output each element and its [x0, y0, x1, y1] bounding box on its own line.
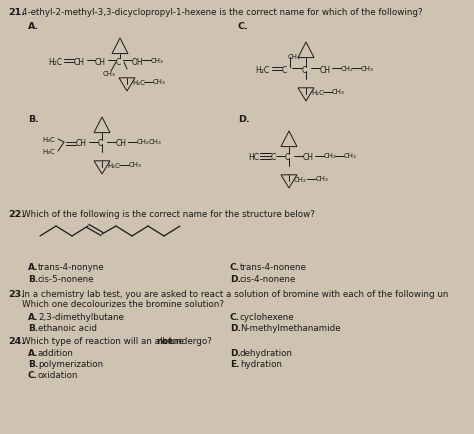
Text: polymerization: polymerization: [38, 359, 103, 368]
Text: H₃C: H₃C: [42, 137, 55, 143]
Text: A.: A.: [28, 22, 39, 31]
Text: A.: A.: [28, 312, 38, 321]
Text: H₂C: H₂C: [132, 80, 145, 86]
Text: H₂C: H₂C: [311, 90, 324, 96]
Text: cis-4-nonene: cis-4-nonene: [240, 274, 296, 283]
Text: CH₂: CH₂: [341, 66, 354, 72]
Text: 24.: 24.: [8, 336, 25, 345]
Text: C: C: [285, 153, 290, 161]
Text: HC: HC: [248, 153, 259, 161]
Text: 23.: 23.: [8, 289, 25, 298]
Text: Which type of reaction will an alkene: Which type of reaction will an alkene: [22, 336, 186, 345]
Text: H₃C: H₃C: [42, 149, 55, 155]
Text: cyclohexene: cyclohexene: [240, 312, 295, 321]
Text: In a chemistry lab test, you are asked to react a solution of bromine with each : In a chemistry lab test, you are asked t…: [22, 289, 448, 298]
Text: Which one decolourizes the bromine solution?: Which one decolourizes the bromine solut…: [22, 299, 224, 308]
Text: C: C: [302, 66, 307, 75]
Text: D.: D.: [230, 323, 241, 332]
Text: CH₃: CH₃: [344, 153, 357, 159]
Text: CH₃: CH₃: [316, 176, 329, 181]
Text: C: C: [98, 139, 103, 148]
Text: 4-ethyl-2-methyl-3,3-dicyclopropyl-1-hexene is the correct name for which of the: 4-ethyl-2-methyl-3,3-dicyclopropyl-1-hex…: [22, 8, 423, 17]
Text: D.: D.: [238, 115, 250, 124]
Text: CH₃: CH₃: [149, 139, 162, 145]
Text: trans-4-nonyne: trans-4-nonyne: [38, 263, 105, 271]
Text: Which of the following is the correct name for the structure below?: Which of the following is the correct na…: [22, 210, 315, 218]
Text: CH: CH: [116, 139, 127, 148]
Text: not: not: [156, 336, 172, 345]
Text: CH₂: CH₂: [137, 139, 150, 145]
Text: CH₃: CH₃: [332, 89, 345, 95]
Text: CH₃: CH₃: [153, 79, 166, 85]
Text: C.: C.: [230, 263, 240, 271]
Text: undergo?: undergo?: [168, 336, 211, 345]
Text: CH₃: CH₃: [288, 54, 301, 60]
Text: CH₃: CH₃: [103, 71, 116, 77]
Text: CH: CH: [303, 153, 314, 161]
Text: C.: C.: [230, 312, 240, 321]
Text: C: C: [271, 153, 276, 161]
Text: D.: D.: [230, 274, 241, 283]
Text: cis-5-nonene: cis-5-nonene: [38, 274, 94, 283]
Text: CH₃: CH₃: [151, 58, 164, 64]
Text: B.: B.: [28, 359, 38, 368]
Text: B.: B.: [28, 323, 38, 332]
Text: A.: A.: [28, 348, 38, 357]
Text: CH₃: CH₃: [361, 66, 374, 72]
Text: C.: C.: [28, 370, 38, 379]
Text: CH₃: CH₃: [129, 161, 142, 168]
Text: B.: B.: [28, 274, 38, 283]
Text: CH: CH: [74, 58, 85, 67]
Text: C: C: [116, 58, 121, 67]
Text: B.: B.: [28, 115, 39, 124]
Text: OH: OH: [132, 58, 144, 67]
Text: H₂C: H₂C: [255, 66, 269, 75]
Text: ethanoic acid: ethanoic acid: [38, 323, 97, 332]
Text: 2,3-dimethylbutane: 2,3-dimethylbutane: [38, 312, 124, 321]
Text: oxidation: oxidation: [38, 370, 79, 379]
Text: CH: CH: [95, 58, 106, 67]
Text: 21.: 21.: [8, 8, 25, 17]
Text: trans-4-nonene: trans-4-nonene: [240, 263, 307, 271]
Text: C: C: [282, 66, 287, 75]
Text: 22.: 22.: [8, 210, 25, 218]
Text: A.: A.: [28, 263, 38, 271]
Text: dehydration: dehydration: [240, 348, 293, 357]
Text: CH: CH: [76, 139, 87, 148]
Text: H₂C: H₂C: [107, 163, 120, 169]
Text: hydration: hydration: [240, 359, 282, 368]
Text: N-methylmethanamide: N-methylmethanamide: [240, 323, 341, 332]
Text: addition: addition: [38, 348, 74, 357]
Text: CH₂: CH₂: [294, 177, 307, 183]
Text: C.: C.: [238, 22, 249, 31]
Text: CH: CH: [320, 66, 331, 75]
Text: E.: E.: [230, 359, 239, 368]
Text: H₂C: H₂C: [48, 58, 62, 67]
Text: CH₂: CH₂: [324, 153, 337, 159]
Text: D.: D.: [230, 348, 241, 357]
